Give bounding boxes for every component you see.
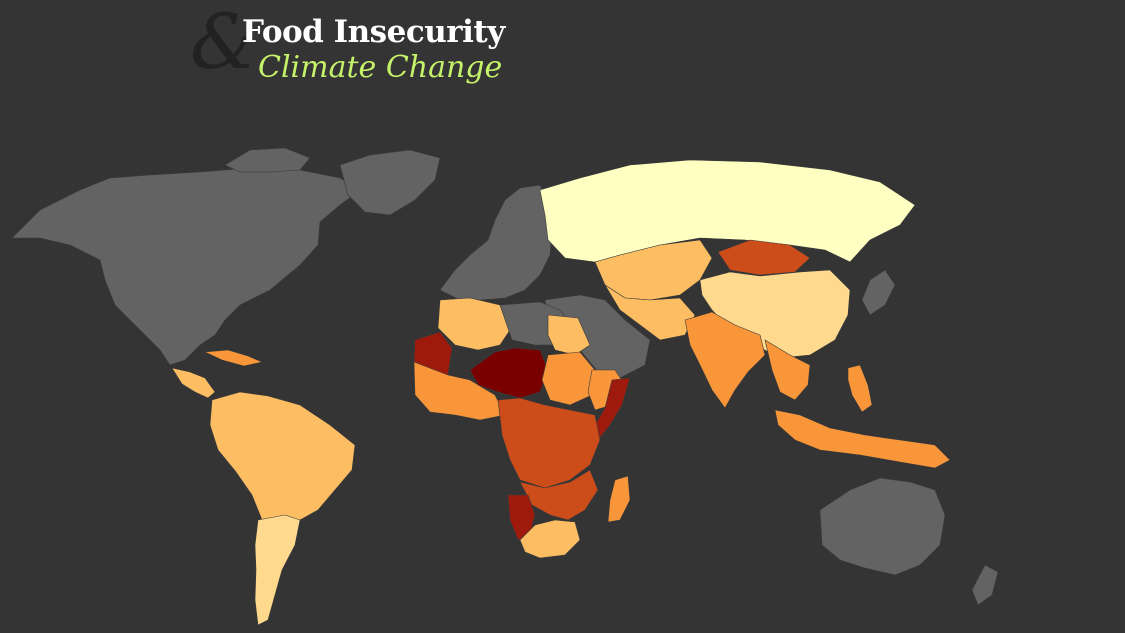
region-indonesia[interactable] xyxy=(774,409,951,469)
region-mongolia[interactable] xyxy=(717,239,811,276)
region-sudan[interactable] xyxy=(541,351,596,406)
region-central-america[interactable] xyxy=(171,367,216,399)
title-climate-change: Climate Change xyxy=(258,50,503,85)
region-sahel-west[interactable] xyxy=(413,361,506,421)
title-food-insecurity: Food Insecurity xyxy=(242,14,505,50)
title-block: & Food Insecurity Climate Change xyxy=(190,4,550,90)
region-north-america[interactable] xyxy=(11,167,361,366)
region-south-america-north[interactable] xyxy=(209,391,356,546)
region-india[interactable] xyxy=(684,311,766,409)
region-europe[interactable] xyxy=(439,184,553,301)
region-somalia[interactable] xyxy=(591,377,631,441)
region-southeast-asia[interactable] xyxy=(764,339,811,401)
region-north-africa[interactable] xyxy=(437,297,511,351)
region-australia[interactable] xyxy=(819,477,946,576)
ampersand-logo: & xyxy=(190,0,258,86)
region-south-africa[interactable] xyxy=(519,519,581,559)
region-caribbean[interactable] xyxy=(204,349,263,367)
region-philippines[interactable] xyxy=(847,364,873,413)
region-japan[interactable] xyxy=(861,269,896,316)
region-new-zealand[interactable] xyxy=(971,564,999,606)
region-russia[interactable] xyxy=(539,159,916,263)
region-arctic-islands[interactable] xyxy=(224,147,311,173)
region-southern-africa[interactable] xyxy=(519,469,599,521)
region-greenland[interactable] xyxy=(339,149,441,216)
region-central-africa[interactable] xyxy=(497,397,601,489)
region-madagascar[interactable] xyxy=(607,475,631,523)
region-south-america-south[interactable] xyxy=(254,514,301,626)
